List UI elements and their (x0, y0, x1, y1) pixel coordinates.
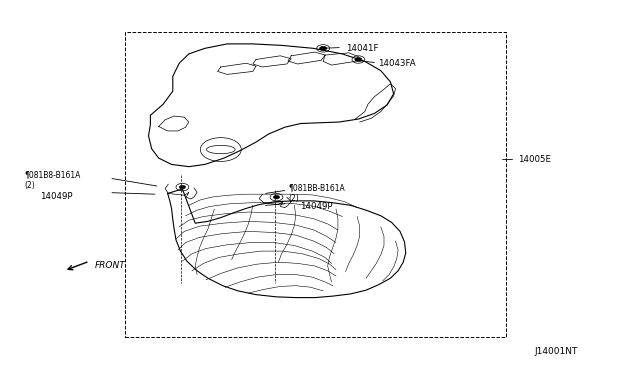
Text: ¶081BB-B161A
(2): ¶081BB-B161A (2) (288, 184, 345, 203)
Circle shape (320, 46, 326, 50)
Circle shape (179, 185, 186, 189)
Bar (125, 32, 506, 337)
Text: ¶081B8-B161A
(2): ¶081B8-B161A (2) (24, 171, 81, 190)
Text: FRONT: FRONT (95, 262, 125, 270)
Text: 14005E: 14005E (518, 155, 552, 164)
Text: J14001NT: J14001NT (534, 347, 578, 356)
Text: 14041F: 14041F (346, 44, 378, 53)
Circle shape (355, 58, 362, 61)
Text: 14049P: 14049P (40, 192, 72, 201)
Text: 14049P: 14049P (300, 202, 332, 211)
Circle shape (273, 195, 280, 199)
Text: 14043FA: 14043FA (378, 59, 415, 68)
